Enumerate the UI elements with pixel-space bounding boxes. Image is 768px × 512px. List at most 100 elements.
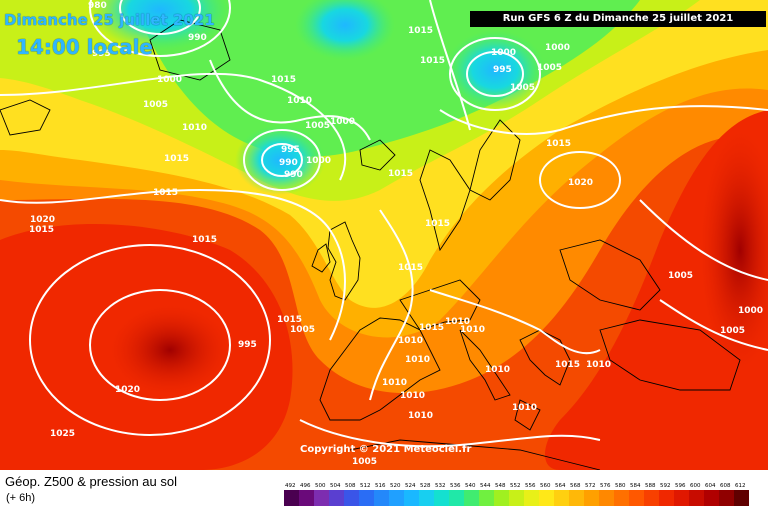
- color-scale-tick: 572: [585, 483, 596, 489]
- isobar-label: 1010: [586, 360, 611, 370]
- isobar-label: 995: [238, 340, 257, 350]
- color-scale-tick: 576: [600, 483, 611, 489]
- color-scale-swatch: [584, 490, 599, 506]
- color-scale: 492 496 500 504 508 512 516 520 524 528 532 536 540 5…: [284, 483, 749, 506]
- isobar-label: 1015: [29, 225, 54, 235]
- color-scale-swatch: [389, 490, 404, 506]
- color-scale-tick: 580: [615, 483, 626, 489]
- isobar-label: 995: [281, 145, 300, 155]
- isobar-label: 1000: [157, 75, 182, 85]
- color-scale-tick: 612: [735, 483, 746, 489]
- isobar-label: 990: [279, 158, 298, 168]
- color-scale-tick: 584: [630, 483, 641, 489]
- isobar-label: 1005: [352, 457, 377, 467]
- color-scale-tick: 556: [525, 483, 536, 489]
- color-scale-tick: 548: [495, 483, 506, 489]
- isobar-label: 1015: [425, 219, 450, 229]
- isobar-label: 1020: [115, 385, 140, 395]
- isobar-label: 1015: [153, 188, 178, 198]
- run-info-banner: Run GFS 6 Z du Dimanche 25 juillet 2021: [470, 11, 766, 27]
- color-scale-swatch: [674, 490, 689, 506]
- isobar-label: 1015: [420, 56, 445, 66]
- color-scale-tick: 552: [510, 483, 521, 489]
- weather-map: 9809909951000100510101015101510151010100…: [0, 0, 768, 470]
- color-scale-swatch: [479, 490, 494, 506]
- color-scale-swatch: [314, 490, 329, 506]
- color-scale-swatch: [704, 490, 719, 506]
- isobar-label: 1000: [545, 43, 570, 53]
- color-scale-tick: 500: [315, 483, 326, 489]
- forecast-date: Dimanche 25 juillet 2021: [4, 11, 215, 29]
- isobar-label: 990: [188, 33, 207, 43]
- color-scale-swatch: [539, 490, 554, 506]
- color-scale-tick: 512: [360, 483, 371, 489]
- coastlines: [0, 19, 741, 470]
- color-scale-swatch: [404, 490, 419, 506]
- color-scale-tick: 600: [690, 483, 701, 489]
- color-scale-swatch: [524, 490, 539, 506]
- color-scale-tick: 568: [570, 483, 581, 489]
- color-scale-tick: 504: [330, 483, 341, 489]
- isobar-label: 1005: [510, 83, 535, 93]
- forecast-time: 14:00 locale: [16, 35, 153, 59]
- color-scale-tick: 564: [555, 483, 566, 489]
- color-scale-swatch: [554, 490, 569, 506]
- isobar-label: 1010: [512, 403, 537, 413]
- isobar-label: 990: [284, 170, 303, 180]
- legend-subtitle: (+ 6h): [6, 492, 36, 504]
- color-scale-tick: 560: [540, 483, 551, 489]
- isobar-label: 1005: [720, 326, 745, 336]
- isobar-label: 1015: [408, 26, 433, 36]
- color-scale-tick: 608: [720, 483, 731, 489]
- isobar-label: 1005: [290, 325, 315, 335]
- isobar-label: 1015: [271, 75, 296, 85]
- color-scale-tick: 524: [405, 483, 416, 489]
- color-scale-tick: 492: [285, 483, 296, 489]
- color-scale-swatch: [599, 490, 614, 506]
- isobar-label: 1015: [277, 315, 302, 325]
- isobar-label: 1010: [287, 96, 312, 106]
- color-scale-swatch: [614, 490, 629, 506]
- isobar-label: 1020: [30, 215, 55, 225]
- isobar-label: 1015: [546, 139, 571, 149]
- color-scale-swatch: [299, 490, 314, 506]
- isobar-label: 1005: [537, 63, 562, 73]
- isobar-label: 995: [92, 49, 111, 59]
- isobar-label: 1000: [306, 156, 331, 166]
- isobar-label: 1010: [400, 391, 425, 401]
- color-scale-tick: 516: [375, 483, 386, 489]
- color-scale-tick: 528: [420, 483, 431, 489]
- isobar-label: 1000: [330, 117, 355, 127]
- isobar-labels: 9809909951000100510101015101510151010100…: [29, 1, 763, 467]
- isobar-label: 1010: [445, 317, 470, 327]
- isobar-label: 1010: [382, 378, 407, 388]
- isobar-lines: [0, 0, 768, 448]
- isobar-label: 1015: [555, 360, 580, 370]
- isobar-label: 1010: [485, 365, 510, 375]
- color-scale-swatch: [434, 490, 449, 506]
- color-scale-swatch: [329, 490, 344, 506]
- isobar-label: 1010: [182, 123, 207, 133]
- color-scale-tick: 536: [450, 483, 461, 489]
- color-scale-tick: 508: [345, 483, 356, 489]
- isobar-label: 1005: [143, 100, 168, 110]
- cold-low-greenland: [90, 0, 230, 50]
- color-scale-tick: 596: [675, 483, 686, 489]
- isobar-label: 1015: [388, 169, 413, 179]
- color-scale-tick: 496: [300, 483, 311, 489]
- isobar-label: 1015: [164, 154, 189, 164]
- cold-low-scandinavia: [295, 0, 395, 60]
- color-scale-swatch: [734, 490, 749, 506]
- isobar-label: 1010: [408, 411, 433, 421]
- color-scale-swatch: [659, 490, 674, 506]
- color-scale-swatch: [629, 490, 644, 506]
- color-scale-tick: 604: [705, 483, 716, 489]
- color-scale-swatch: [509, 490, 524, 506]
- isobar-label: 1020: [568, 178, 593, 188]
- isobar-label: 1010: [460, 325, 485, 335]
- color-scale-swatch: [644, 490, 659, 506]
- isobar-label: 1000: [491, 48, 516, 58]
- cold-low-north-sea: [235, 125, 325, 195]
- cold-low-baltic: [445, 30, 545, 110]
- color-scale-tick: 540: [465, 483, 476, 489]
